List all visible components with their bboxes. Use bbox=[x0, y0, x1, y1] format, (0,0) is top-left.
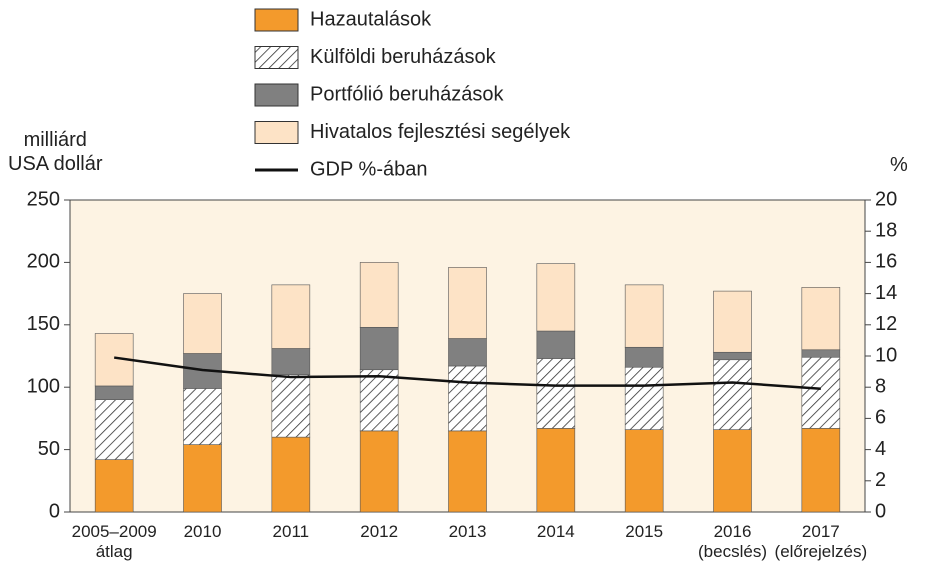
x-tick-label: 2012 bbox=[360, 522, 399, 541]
bar-segment bbox=[801, 428, 841, 513]
legend-swatch bbox=[254, 8, 299, 32]
bar-segment bbox=[448, 430, 487, 513]
bar-segment bbox=[94, 385, 134, 400]
y2-tick-label: 10 bbox=[875, 344, 897, 366]
bar-segment bbox=[624, 429, 664, 513]
y2-tick-label: 6 bbox=[875, 407, 886, 429]
bar-segment bbox=[183, 293, 222, 354]
y2-tick-label: 18 bbox=[875, 219, 897, 241]
bar-segment bbox=[624, 284, 664, 348]
bar-segment bbox=[801, 349, 841, 358]
x-tick-label: 2011 bbox=[272, 522, 310, 541]
x-tick-label: 2013 bbox=[448, 522, 487, 541]
bar-segment bbox=[271, 374, 311, 438]
y-axis-label: milliárd USA dollár bbox=[8, 129, 103, 175]
y2-tick-label: 12 bbox=[875, 313, 897, 335]
legend-label: Portfólió beruházások bbox=[310, 83, 504, 105]
y2-tick-label: 16 bbox=[875, 251, 897, 273]
legend-label: Külföldi beruházások bbox=[310, 46, 497, 68]
bar-segment bbox=[359, 369, 399, 432]
bar-segment bbox=[359, 262, 399, 328]
x-tick-label: 2016 (becslés) bbox=[698, 522, 767, 562]
x-tick-label: 2017 (előrejelzés) bbox=[774, 522, 868, 562]
bar-segment bbox=[94, 399, 134, 460]
y-tick-label: 100 bbox=[27, 375, 60, 397]
bar-segment bbox=[448, 338, 487, 367]
bar-segment bbox=[536, 263, 576, 332]
bar-segment bbox=[624, 366, 664, 430]
legend-swatch bbox=[254, 83, 299, 107]
line bbox=[113, 356, 821, 391]
y-tick-label: 200 bbox=[27, 251, 60, 273]
x-tick-label: 2005–2009 átlag bbox=[71, 522, 157, 562]
y-tick-label: 0 bbox=[49, 500, 60, 522]
bar-segment bbox=[271, 436, 311, 513]
x-tick-label: 2015 bbox=[625, 522, 664, 541]
bar-segment bbox=[713, 359, 752, 430]
bar-segment bbox=[536, 330, 576, 359]
legend-label: Hazautalások bbox=[310, 8, 432, 30]
bar-segment bbox=[183, 388, 222, 445]
legend-swatch bbox=[254, 121, 299, 144]
y-tick-label: 150 bbox=[27, 313, 60, 335]
bar-segment bbox=[94, 459, 134, 513]
y-tick-label: 250 bbox=[27, 188, 60, 210]
y2-tick-label: 2 bbox=[875, 469, 886, 491]
legend-swatch bbox=[254, 46, 299, 69]
y2-tick-label: 4 bbox=[875, 438, 886, 460]
bar-segment bbox=[448, 267, 487, 339]
x-tick-label: 2014 bbox=[536, 522, 575, 541]
y2-tick-label: 0 bbox=[875, 500, 886, 522]
legend-label: Hivatalos fejlesztési segélyek bbox=[310, 121, 571, 143]
bar-segment bbox=[713, 351, 752, 361]
bar-segment bbox=[271, 348, 311, 376]
bar-segment bbox=[536, 358, 576, 429]
y-tick-label: 50 bbox=[38, 438, 60, 460]
y2-tick-label: 14 bbox=[875, 282, 897, 304]
bar-segment bbox=[359, 430, 399, 513]
bar-segment bbox=[183, 444, 222, 513]
y2-tick-label: 8 bbox=[875, 375, 886, 397]
bar-segment bbox=[536, 428, 576, 513]
legend-label: GDP %-ában bbox=[310, 158, 427, 180]
y2-tick-label: 20 bbox=[875, 188, 897, 210]
bar-segment bbox=[271, 284, 311, 349]
y2-axis-label: % bbox=[890, 154, 908, 176]
x-tick-label: 2010 bbox=[183, 522, 222, 541]
bar-segment bbox=[801, 287, 841, 351]
bar-segment bbox=[359, 326, 399, 371]
bar-segment bbox=[801, 356, 841, 429]
bar-segment bbox=[713, 429, 752, 513]
bar-segment bbox=[713, 290, 752, 353]
bar-segment bbox=[448, 365, 487, 432]
bar-segment bbox=[624, 346, 664, 368]
